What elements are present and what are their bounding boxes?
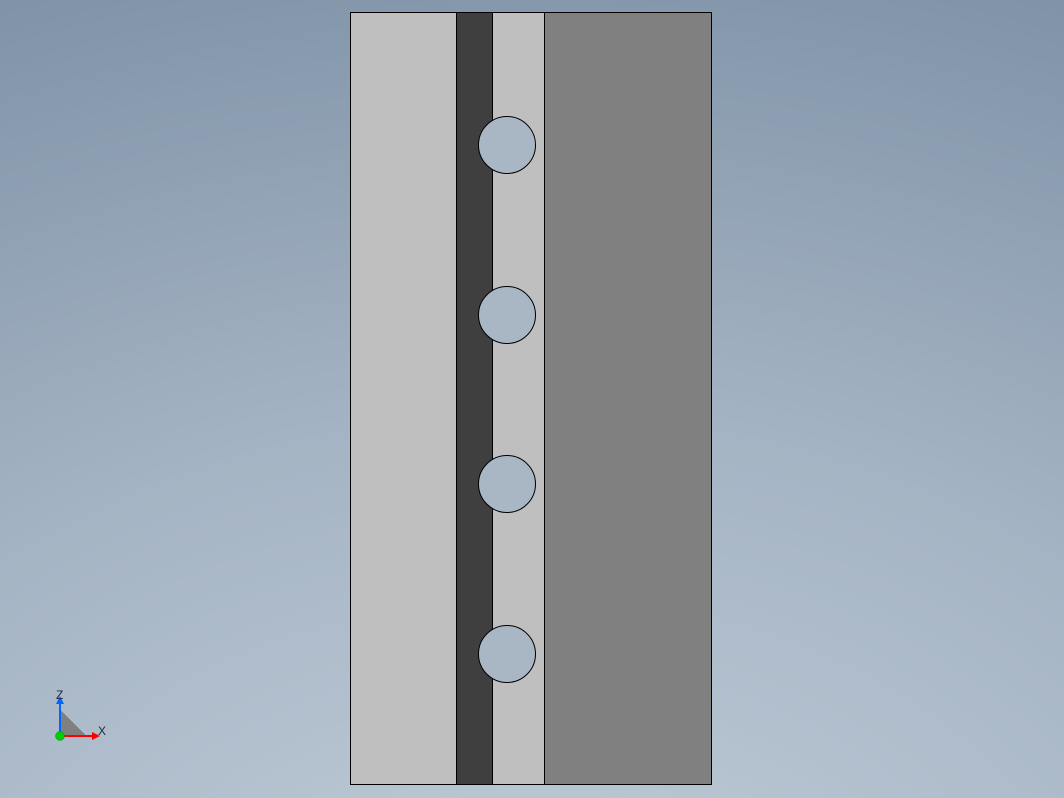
edge-line-1: [456, 13, 457, 784]
edge-line-3: [544, 13, 545, 784]
x-axis-label: X: [98, 724, 106, 738]
axis-triad[interactable]: Z X: [30, 688, 110, 768]
y-axis-origin: [56, 732, 65, 741]
cad-model[interactable]: [350, 12, 712, 785]
hole-4: [478, 625, 536, 683]
hole-2: [478, 286, 536, 344]
hole-1: [478, 116, 536, 174]
strip-right: [544, 13, 711, 784]
axis-plane: [60, 710, 86, 736]
strip-left: [351, 13, 456, 784]
cad-viewport[interactable]: Z X: [0, 0, 1064, 798]
z-axis-label: Z: [56, 688, 63, 702]
hole-3: [478, 455, 536, 513]
